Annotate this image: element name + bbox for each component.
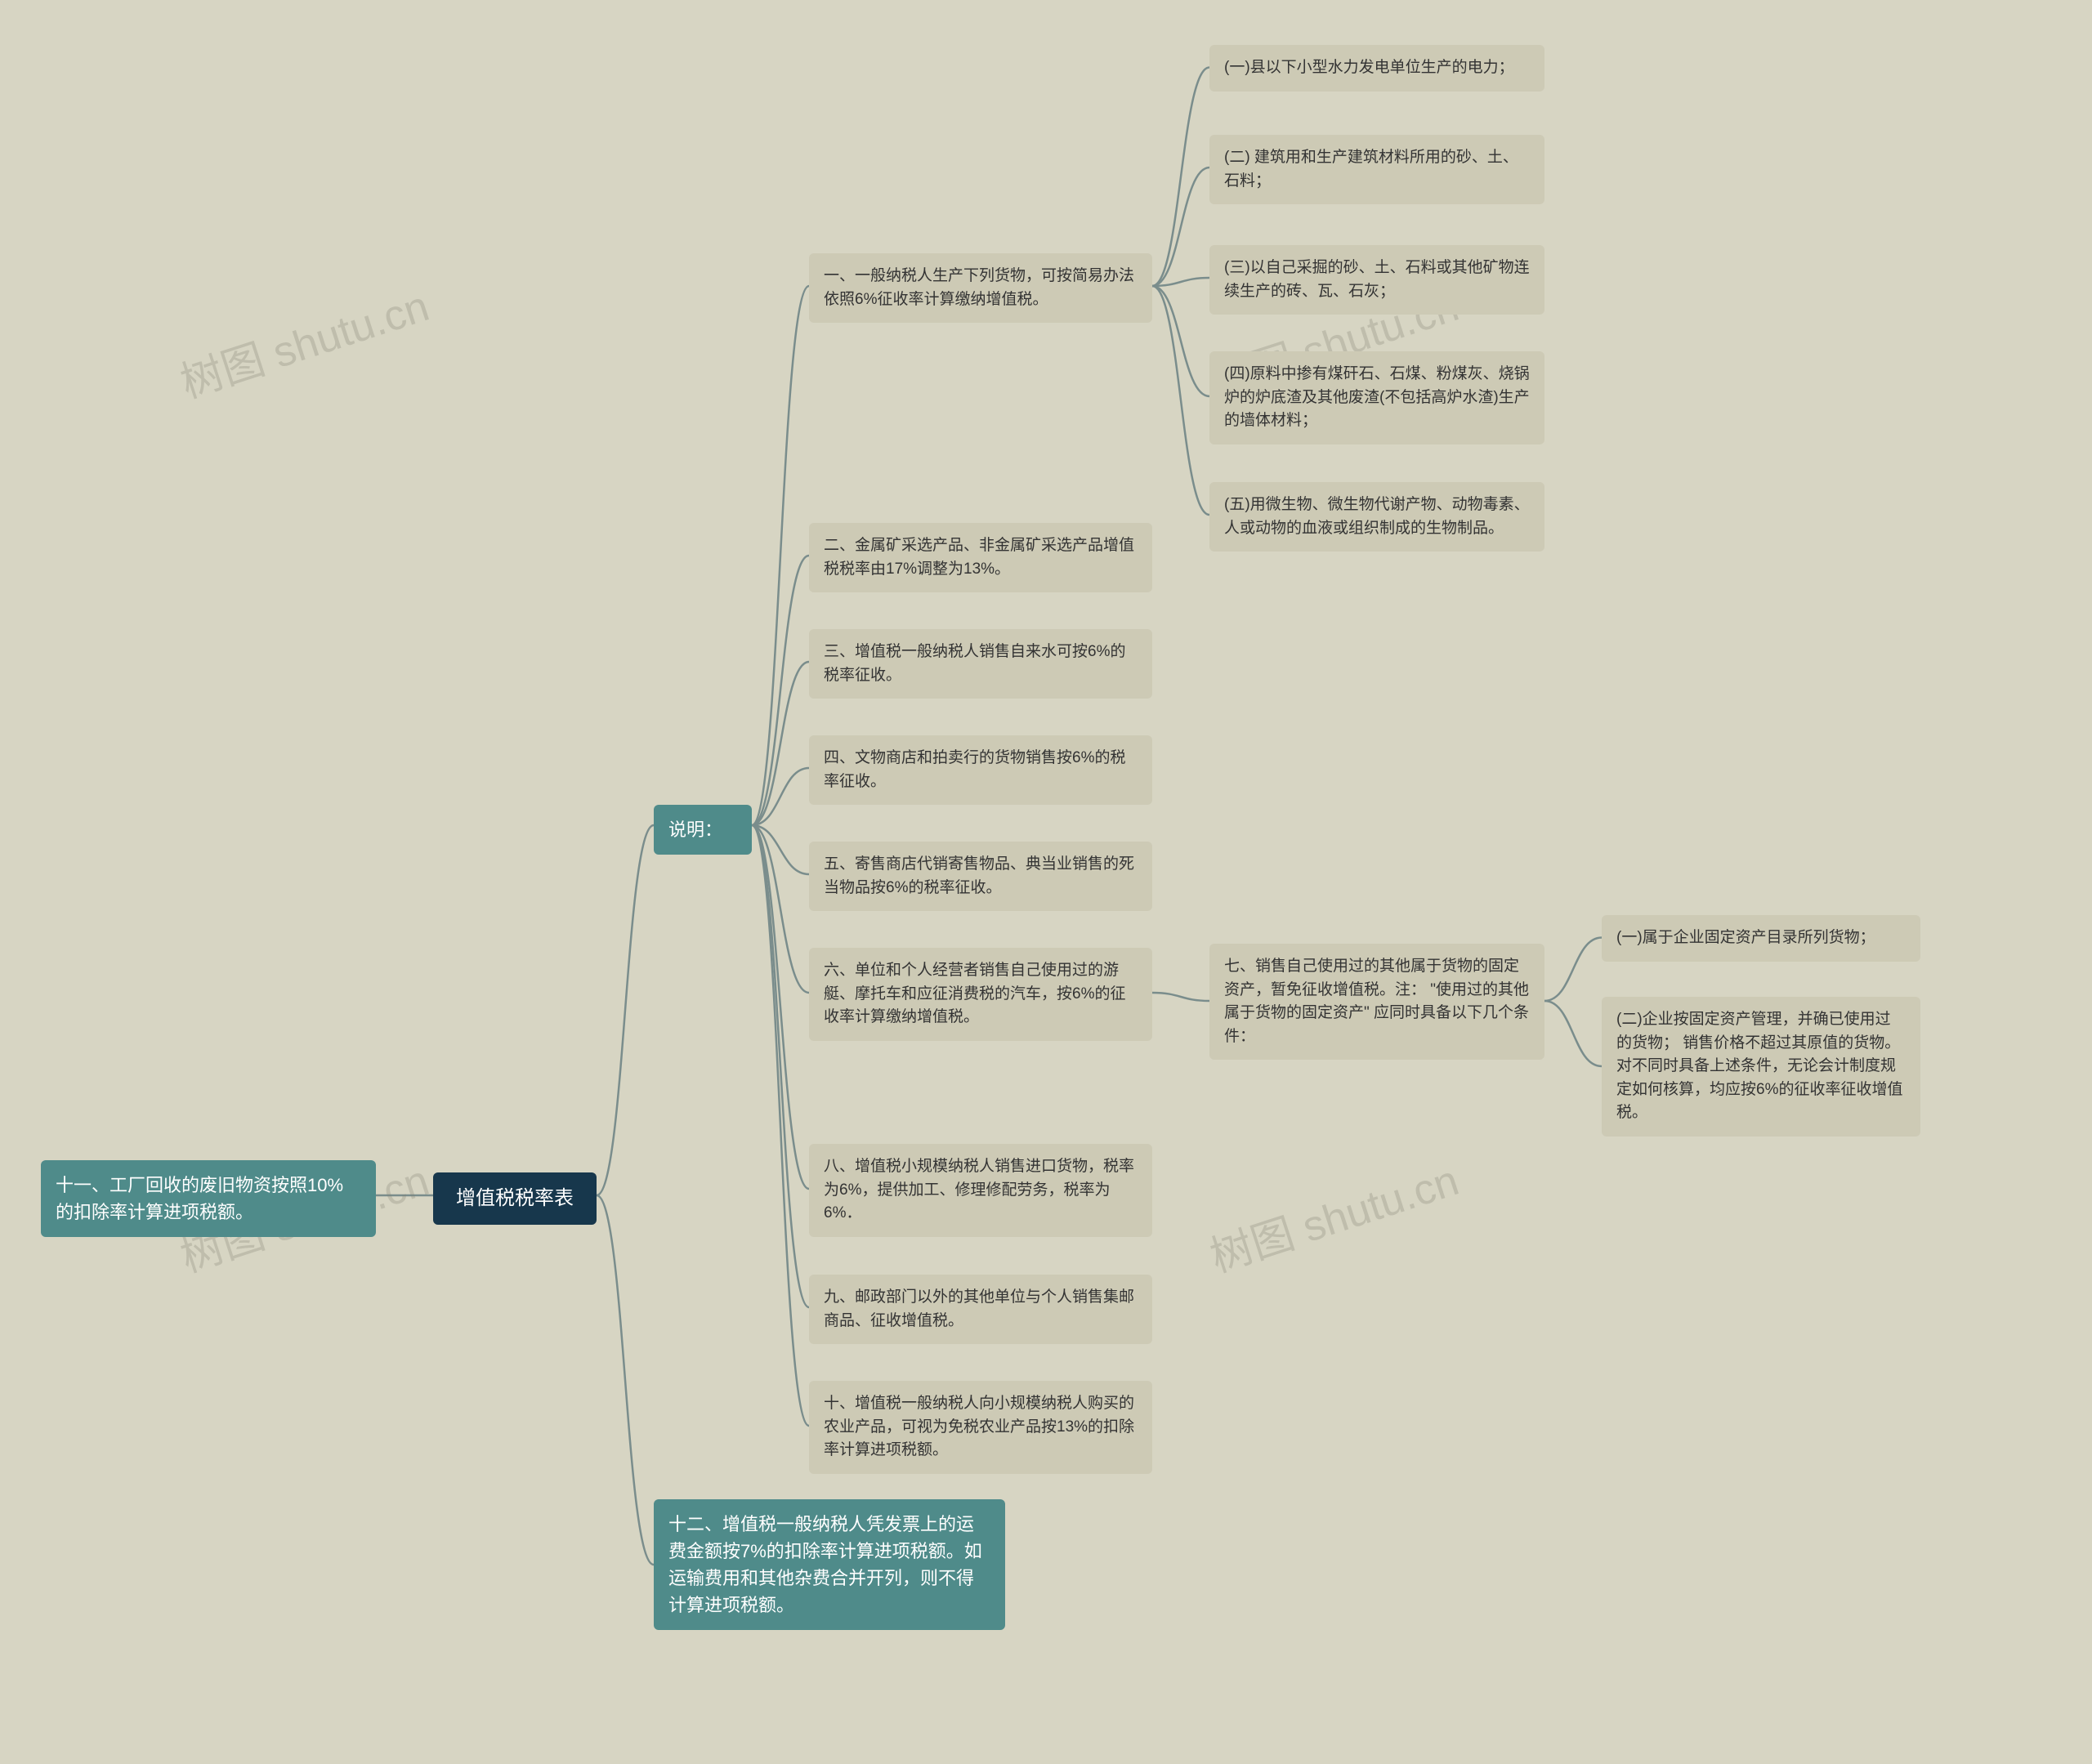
node-s7b[interactable]: (二)企业按固定资产管理，并确已使用过的货物； 销售价格不超过其原值的货物。对不… [1602, 997, 1920, 1137]
root-node[interactable]: 增值税税率表 [433, 1172, 597, 1225]
node-s1e[interactable]: (五)用微生物、微生物代谢产物、动物毒素、人或动物的血液或组织制成的生物制品。 [1209, 482, 1544, 552]
node-s1b[interactable]: (二) 建筑用和生产建筑材料所用的砂、土、石料； [1209, 135, 1544, 204]
node-s1d[interactable]: (四)原料中掺有煤矸石、石煤、粉煤灰、烧锅炉的炉底渣及其他废渣(不包括高炉水渣)… [1209, 351, 1544, 444]
watermark-1: 树图 shutu.cn [172, 272, 436, 410]
node-shuoming[interactable]: 说明： [654, 805, 752, 855]
node-s7a[interactable]: (一)属于企业固定资产目录所列货物； [1602, 915, 1920, 962]
node-eleven[interactable]: 十一、工厂回收的废旧物资按照10%的扣除率计算进项税额。 [41, 1160, 376, 1237]
node-s5[interactable]: 五、寄售商店代销寄售物品、典当业销售的死当物品按6%的税率征收。 [809, 842, 1152, 911]
node-s2[interactable]: 二、金属矿采选产品、非金属矿采选产品增值税税率由17%调整为13%。 [809, 523, 1152, 592]
node-s1[interactable]: 一、一般纳税人生产下列货物，可按简易办法依照6%征收率计算缴纳增值税。 [809, 253, 1152, 323]
node-s1c[interactable]: (三)以自己采掘的砂、土、石料或其他矿物连续生产的砖、瓦、石灰； [1209, 245, 1544, 315]
node-s9[interactable]: 九、邮政部门以外的其他单位与个人销售集邮商品、征收增值税。 [809, 1275, 1152, 1344]
node-twelve[interactable]: 十二、增值税一般纳税人凭发票上的运费金额按7%的扣除率计算进项税额。如运输费用和… [654, 1499, 1005, 1630]
node-s1a[interactable]: (一)县以下小型水力发电单位生产的电力； [1209, 45, 1544, 92]
node-s6[interactable]: 六、单位和个人经营者销售自己使用过的游艇、摩托车和应征消费税的汽车，按6%的征收… [809, 948, 1152, 1041]
node-s8[interactable]: 八、增值税小规模纳税人销售进口货物，税率为6%，提供加工、修理修配劳务，税率为6… [809, 1144, 1152, 1237]
node-s7[interactable]: 七、销售自己使用过的其他属于货物的固定资产，暂免征收增值税。注： "使用过的其他… [1209, 944, 1544, 1060]
node-s4[interactable]: 四、文物商店和拍卖行的货物销售按6%的税率征收。 [809, 735, 1152, 805]
node-s3[interactable]: 三、增值税一般纳税人销售自来水可按6%的税率征收。 [809, 629, 1152, 699]
node-s10[interactable]: 十、增值税一般纳税人向小规模纳税人购买的农业产品，可视为免税农业产品按13%的扣… [809, 1381, 1152, 1474]
watermark-4: 树图 shutu.cn [1201, 1146, 1465, 1284]
